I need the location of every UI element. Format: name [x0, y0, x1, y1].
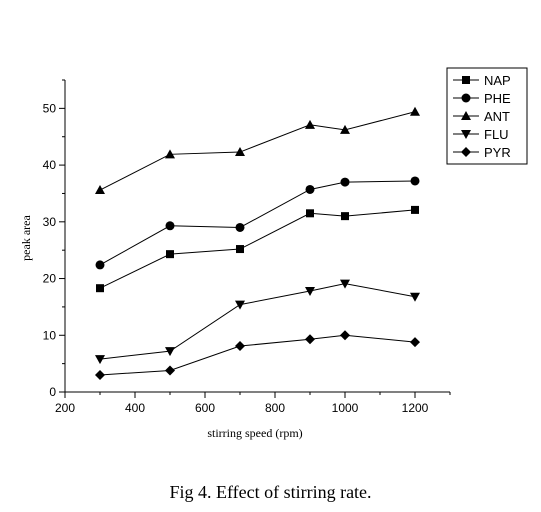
y-tick-label: 20 — [43, 272, 57, 286]
legend-marker-ant — [461, 111, 471, 120]
data-point-ant — [165, 149, 175, 159]
series-line-ant — [99, 111, 416, 191]
data-point-flu — [410, 292, 420, 302]
x-tick-label: 1200 — [402, 401, 429, 415]
data-point-phe — [410, 176, 420, 186]
data-point-flu — [165, 347, 175, 357]
legend-label-nap: NAP — [484, 73, 511, 88]
data-point-pyr — [95, 369, 105, 380]
y-tick-label: 40 — [43, 158, 57, 172]
data-point-ant — [305, 119, 315, 129]
data-point-ant — [235, 147, 245, 157]
data-point-flu — [95, 355, 105, 365]
series-nap — [96, 205, 419, 293]
y-axis: 0 10 20 30 40 50 — [43, 79, 66, 399]
data-point-phe — [95, 260, 105, 270]
data-point-flu — [235, 300, 245, 310]
data-point-nap — [166, 250, 174, 259]
legend-label-pyr: PYR — [484, 145, 511, 160]
y-tick-label: 50 — [43, 101, 57, 115]
series-line-pyr — [99, 334, 416, 376]
data-point-pyr — [305, 334, 315, 345]
data-point-phe — [305, 184, 315, 194]
data-point-nap — [236, 245, 244, 254]
y-tick-label: 10 — [43, 328, 57, 342]
line-chart: 200 400 600 800 1000 1200 0 10 20 30 40 50 NAP PHE A… — [19, 67, 528, 440]
data-point-flu — [305, 287, 315, 297]
data-point-pyr — [410, 337, 420, 348]
legend-marker-phe — [461, 93, 471, 103]
x-tick-label: 800 — [265, 401, 285, 415]
data-point-flu — [340, 279, 350, 289]
data-point-pyr — [340, 330, 350, 341]
legend-marker-pyr — [461, 147, 471, 157]
legend-label-ant: ANT — [484, 109, 510, 124]
series-flu — [95, 279, 420, 365]
series-line-flu — [99, 283, 416, 360]
figure-caption: Fig 4. Effect of stirring rate. — [169, 482, 372, 502]
data-point-ant — [410, 106, 420, 116]
legend-label-phe: PHE — [484, 91, 511, 106]
data-point-phe — [340, 177, 350, 187]
x-tick-label: 400 — [125, 401, 145, 415]
series-phe — [95, 176, 420, 270]
x-axis-label: stirring speed (rpm) — [207, 426, 302, 440]
data-point-nap — [411, 205, 419, 214]
data-point-ant — [340, 124, 350, 134]
data-point-phe — [165, 221, 175, 231]
legend-label-flu: FLU — [484, 127, 509, 142]
legend-marker-nap — [462, 76, 470, 84]
legend-marker-flu — [461, 130, 471, 139]
data-point-pyr — [165, 365, 175, 376]
y-axis-label: peak area — [19, 215, 33, 261]
y-tick-label: 30 — [43, 215, 57, 229]
series-line-phe — [99, 180, 416, 266]
series-layer — [95, 106, 420, 380]
legend: NAP PHE ANT FLU PYR — [446, 67, 528, 165]
data-point-nap — [96, 284, 104, 293]
data-point-pyr — [235, 341, 245, 352]
y-tick-label: 0 — [49, 385, 56, 399]
data-point-nap — [306, 209, 314, 218]
data-point-nap — [341, 212, 349, 221]
x-tick-label: 200 — [55, 401, 75, 415]
data-point-ant — [95, 185, 105, 195]
series-ant — [95, 106, 420, 195]
series-line-nap — [99, 209, 416, 289]
x-tick-label: 600 — [195, 401, 215, 415]
series-pyr — [95, 330, 420, 380]
data-point-phe — [235, 222, 245, 232]
x-tick-label: 1000 — [332, 401, 359, 415]
x-axis: 200 400 600 800 1000 1200 — [55, 391, 451, 415]
